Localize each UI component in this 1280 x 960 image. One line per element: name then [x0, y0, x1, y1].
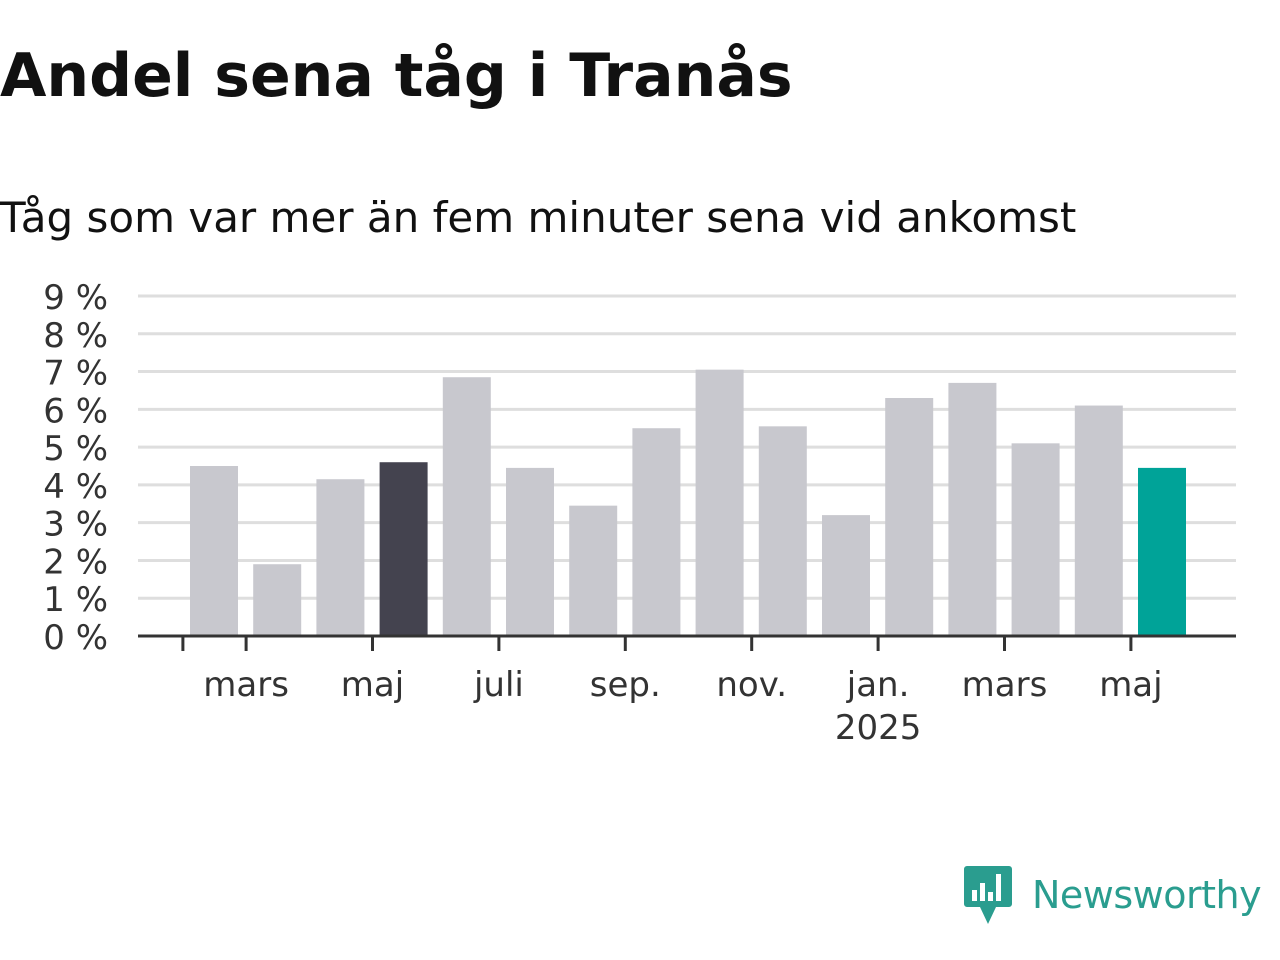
bar-2024-12: [822, 515, 870, 636]
y-tick-label: 2 %: [43, 542, 108, 582]
bar-2024-07: [506, 467, 554, 636]
bar-2024-05: [379, 462, 428, 636]
bar-2025-03: [1011, 443, 1060, 636]
y-tick-label: 7 %: [43, 354, 108, 394]
y-tick-label: 4 %: [43, 467, 108, 507]
bar-2024-04: [316, 479, 365, 636]
y-tick-label: 0 %: [43, 618, 108, 658]
y-tick-label: 3 %: [43, 505, 108, 545]
x-tick-label: jan.: [846, 665, 910, 705]
y-tick-label: 6 %: [43, 391, 108, 431]
y-tick-label: 9 %: [43, 278, 108, 318]
x-tick-label: nov.: [716, 665, 787, 705]
newsworthy-chart-bubble-icon: [964, 866, 1012, 924]
x-tick-label: mars: [203, 665, 289, 705]
bar-2024-09: [632, 428, 681, 636]
bar-2025-05: [1138, 467, 1186, 636]
bar-2024-03: [253, 564, 302, 636]
x-tick-label: maj: [1099, 665, 1162, 705]
bar-chart: 0 %1 %2 %3 %4 %5 %6 %7 %8 %9 % mars maj ju…: [43, 278, 1236, 748]
bar-2024-10: [695, 369, 744, 636]
bar-2025-01: [885, 398, 934, 636]
bar-2024-08: [569, 505, 618, 636]
chart-subtitle: Tåg som var mer än fem minuter sena vid …: [0, 193, 1077, 242]
bar-2025-04: [1074, 405, 1123, 636]
y-tick-label: 8 %: [43, 316, 108, 356]
y-axis-tick-labels: 0 %1 %2 %3 %4 %5 %6 %7 %8 %9 %: [43, 278, 108, 658]
y-tick-label: 5 %: [43, 429, 108, 469]
x-tick-sublabel: 2025: [835, 708, 922, 748]
newsworthy-logo: Newsworthy: [962, 864, 1262, 926]
x-tick-label: mars: [962, 665, 1048, 705]
x-tick-label: juli: [473, 665, 524, 705]
chart-title: Andel sena tåg i Tranås: [0, 41, 793, 111]
bar-2024-06: [442, 377, 491, 636]
grid-lines: [138, 294, 1236, 600]
bar-2024-11: [758, 426, 807, 636]
y-tick-label: 1 %: [43, 580, 108, 620]
bars: [190, 369, 1186, 636]
x-tick-label: sep.: [590, 665, 661, 705]
logo-text: Newsworthy: [1032, 873, 1262, 917]
bar-2025-02: [948, 382, 997, 636]
x-tick-label: maj: [341, 665, 404, 705]
x-axis: mars maj juli sep. nov. jan.2025 mars maj: [138, 634, 1236, 748]
bar-2024-02: [190, 466, 238, 636]
